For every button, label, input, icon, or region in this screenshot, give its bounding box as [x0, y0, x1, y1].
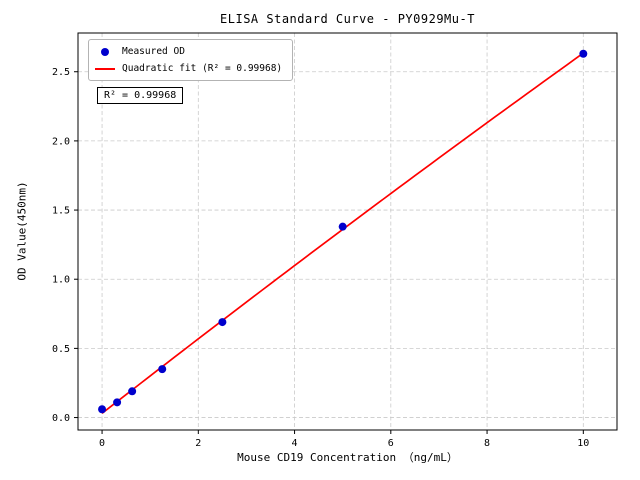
legend-entry-measured-od: Measured OD [95, 46, 282, 57]
plot-border [77, 32, 618, 431]
legend: Measured OD Quadratic fit (R² = 0.99968) [88, 39, 294, 81]
y-tick-label: 0.5 [52, 344, 70, 355]
x-tick-label: 6 [388, 438, 394, 449]
scatter-point [128, 387, 137, 396]
y-tick-label: 1.0 [52, 275, 70, 286]
fit-line-icon [95, 67, 115, 70]
scatter-point [579, 49, 588, 58]
scatter-point [158, 365, 167, 374]
y-tick-label: 0.0 [52, 413, 70, 424]
chart-title: ELISA Standard Curve - PY0929Mu-T [220, 12, 475, 26]
x-tick-label: 4 [292, 438, 298, 449]
quadratic-fit-line [101, 52, 584, 414]
legend-label-quadratic-fit: Quadratic fit (R² = 0.99968) [122, 63, 283, 74]
scatter-point [113, 398, 122, 407]
scatter-point-icon [101, 47, 109, 56]
legend-label-measured-od: Measured OD [122, 46, 185, 57]
x-tick-label: 0 [99, 438, 105, 449]
scatter-point [98, 405, 107, 414]
y-tick-label: 2.5 [52, 67, 70, 78]
legend-entry-quadratic-fit: Quadratic fit (R² = 0.99968) [95, 63, 282, 74]
x-tick-label: 10 [577, 438, 589, 449]
x-tick-label: 8 [484, 438, 490, 449]
y-tick-label: 1.5 [52, 206, 70, 217]
x-axis-label: Mouse CD19 Concentration （ng/mL） [237, 451, 458, 464]
x-tick-label: 2 [195, 438, 201, 449]
y-axis-label: OD Value(450nm) [15, 181, 29, 281]
scatter-point [218, 318, 227, 327]
y-tick-label: 2.0 [52, 136, 70, 147]
scatter-point [338, 222, 347, 231]
r-squared-annotation: R² = 0.99968 [97, 87, 184, 104]
